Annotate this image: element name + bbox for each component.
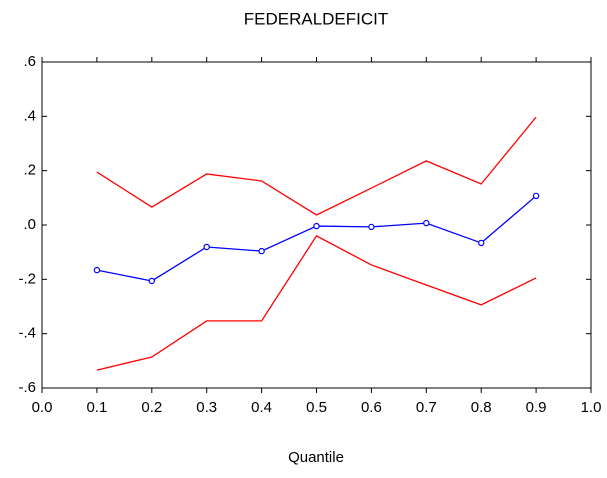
x-tick-label: 0.5 <box>306 399 327 416</box>
series-line <box>96 116 537 216</box>
point-marker <box>478 239 485 247</box>
x-tick-label: 0.9 <box>526 399 547 416</box>
point-marker <box>148 277 155 285</box>
x-tick-label: 0.0 <box>32 399 53 416</box>
point-marker <box>313 222 320 230</box>
y-tick-label: .0 <box>23 216 36 233</box>
y-tick-label: .4 <box>23 107 36 124</box>
chart-title: FEDERALDEFICIT <box>244 9 389 28</box>
y-tick-label: .6 <box>23 53 36 70</box>
x-tick-label: 0.8 <box>471 399 492 416</box>
x-axis-label: Quantile <box>288 449 344 466</box>
point-marker <box>368 223 375 231</box>
point-marker <box>203 243 210 251</box>
x-tick-label: 0.3 <box>196 399 217 416</box>
x-tick-label: 0.7 <box>416 399 437 416</box>
point-marker <box>93 266 101 274</box>
point-marker <box>423 219 430 227</box>
y-tick-label: -.4 <box>18 325 36 342</box>
y-tick-label: .2 <box>23 162 36 179</box>
x-tick-label: 1.0 <box>581 399 602 416</box>
y-tick-label: -.6 <box>18 379 36 396</box>
series-line <box>96 235 537 371</box>
x-tick-label: 0.4 <box>251 399 272 416</box>
x-tick-label: 0.2 <box>141 399 162 416</box>
point-marker <box>258 247 265 255</box>
x-tick-label: 0.6 <box>361 399 382 416</box>
y-tick-label: -.2 <box>18 270 36 287</box>
point-marker <box>532 192 540 200</box>
x-tick-label: 0.1 <box>86 399 107 416</box>
